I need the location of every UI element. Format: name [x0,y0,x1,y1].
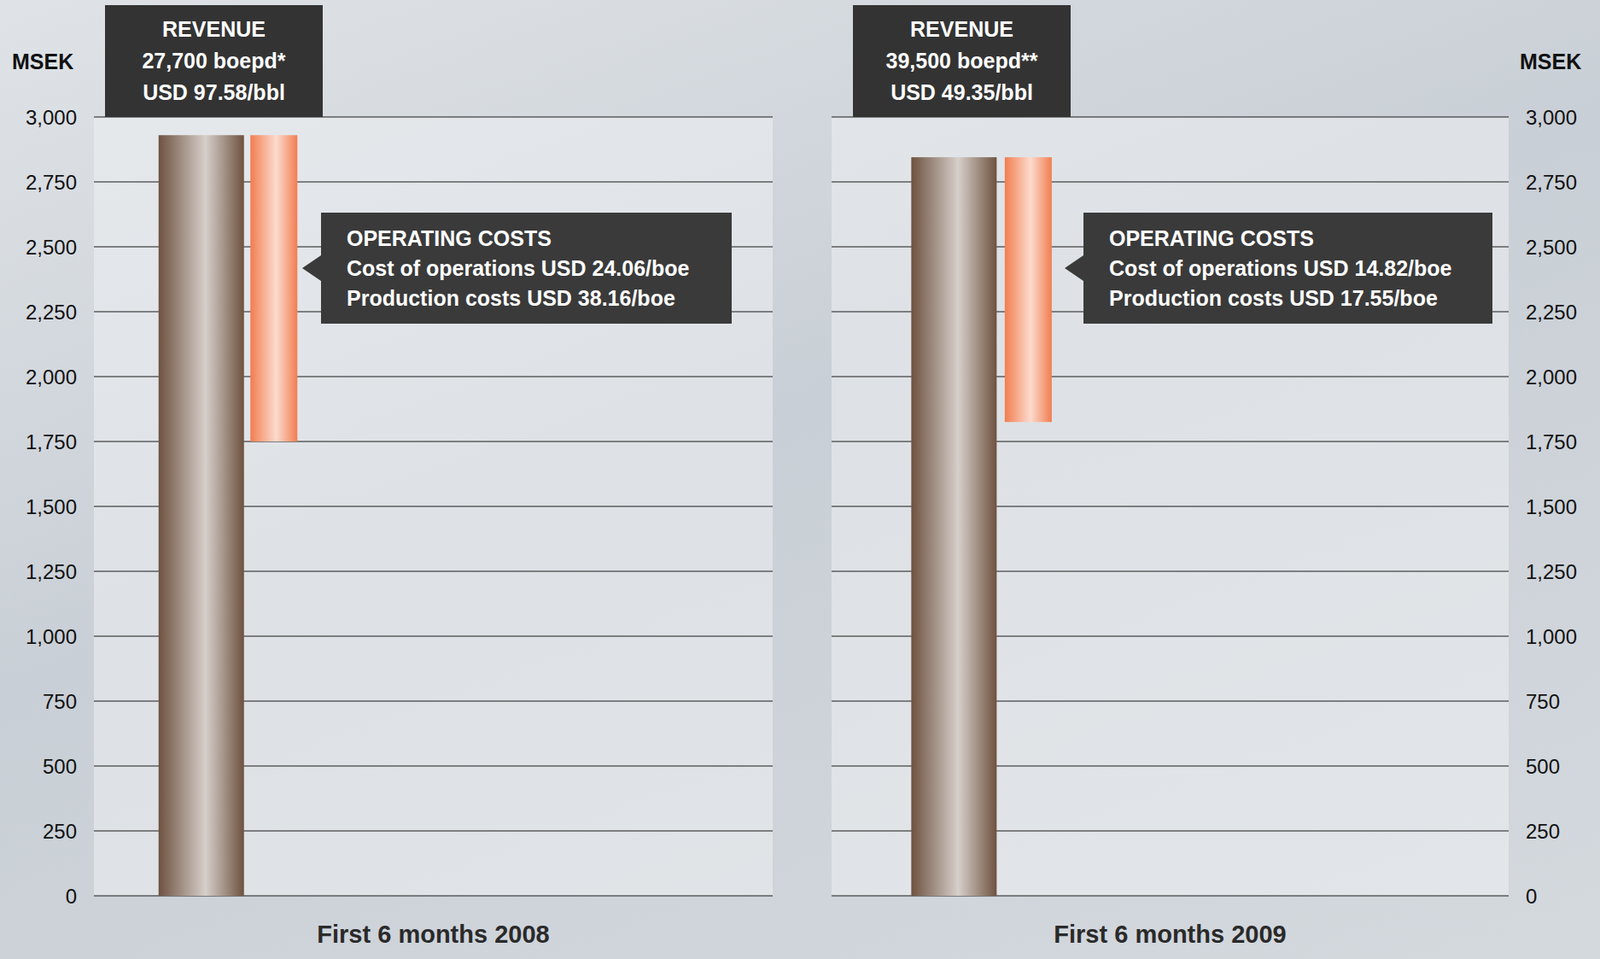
svg-text:1,250: 1,250 [25,560,77,584]
svg-text:2,000: 2,000 [25,365,77,389]
svg-text:2,000: 2,000 [1525,365,1577,389]
html-text:Cost of operations USD 24.06/b: Cost of operations USD 24.06/boe [346,255,690,280]
html-text:27,700 boepd*: 27,700 boepd* [142,48,286,73]
svg-text:500: 500 [42,754,77,778]
svg-text:500: 500 [1525,754,1560,778]
html-text:REVENUE: REVENUE [910,17,1014,41]
svg-text:2,500: 2,500 [25,235,77,259]
html-text:OPERATING COSTS: OPERATING COSTS [346,225,552,250]
svg-text:1,500: 1,500 [25,495,77,519]
html-text:USD 49.35/bbl: USD 49.35/bbl [890,80,1033,105]
svg-text:3,000: 3,000 [1525,105,1577,129]
html-text:39,500 boepd**: 39,500 boepd** [885,48,1038,73]
svg-text:2,250: 2,250 [25,300,77,324]
svg-text:750: 750 [42,689,77,713]
html-text:REVENUE: REVENUE [162,17,266,41]
svg-text:1,250: 1,250 [1525,560,1577,584]
html-text:USD 97.58/bbl: USD 97.58/bbl [142,80,286,105]
svg-text:1,000: 1,000 [25,624,77,649]
svg-text:2,750: 2,750 [25,170,77,194]
svg-text:1,000: 1,000 [1525,624,1577,649]
html-text:Production costs USD 38.16/boe: Production costs USD 38.16/boe [346,285,676,310]
svg-text:0: 0 [65,884,77,908]
svg-text:1,500: 1,500 [1525,495,1577,519]
svg-text:2,750: 2,750 [1525,170,1577,194]
html-text:Cost of operations USD 14.82/b: Cost of operations USD 14.82/boe [1109,255,1452,280]
svg-text:2,500: 2,500 [1525,235,1577,259]
svg-text:250: 250 [1525,819,1560,843]
svg-text:250: 250 [42,819,77,843]
html-text:First 6 months 2008: First 6 months 2008 [317,920,550,948]
html-text:First 6 months 2009: First 6 months 2009 [1053,920,1287,948]
html-text:MSEK: MSEK [1519,49,1582,74]
html-text:Production costs USD 17.55/boe: Production costs USD 17.55/boe [1109,285,1438,310]
svg-text:1,750: 1,750 [1525,430,1577,454]
html-text:MSEK: MSEK [11,49,74,74]
svg-text:1,750: 1,750 [25,430,77,454]
svg-text:3,000: 3,000 [25,105,77,129]
svg-text:2,250: 2,250 [1525,300,1577,324]
html-text:OPERATING COSTS: OPERATING COSTS [1109,225,1314,250]
svg-text:0: 0 [1525,884,1537,908]
svg-text:750: 750 [1525,689,1560,713]
